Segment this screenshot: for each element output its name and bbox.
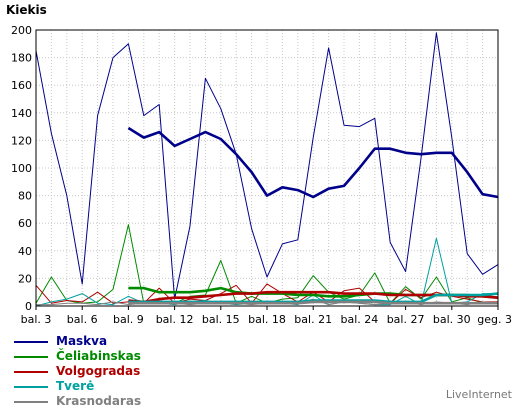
- x-tick-label: bal. 12: [156, 313, 194, 326]
- x-tick-label: geg. 3: [477, 313, 512, 326]
- series-line-4: [35, 283, 498, 304]
- legend-swatch: [14, 386, 48, 388]
- x-tick-label: bal. 9: [113, 313, 144, 326]
- y-tick-label: 60: [18, 217, 32, 230]
- y-tick-label: 80: [18, 190, 32, 203]
- series-line-0: [35, 32, 499, 300]
- y-tick-label: 20: [18, 272, 32, 285]
- y-tick-label: 160: [11, 79, 32, 92]
- legend-label: Tverė: [56, 379, 95, 393]
- plot-frame: [35, 29, 499, 307]
- y-tick-label: 100: [11, 162, 32, 175]
- legend-swatch: [14, 341, 48, 343]
- legend-swatch: [14, 371, 48, 373]
- y-tick-label: 120: [11, 134, 32, 147]
- y-tick-label: 40: [18, 245, 32, 258]
- legend-swatch: [14, 356, 48, 358]
- y-tick-label: 200: [11, 24, 32, 37]
- x-tick-label: bal. 15: [202, 313, 240, 326]
- x-tick-label: bal. 3: [21, 313, 52, 326]
- y-axis-label: Kiekis: [6, 3, 47, 17]
- legend-label: Volgogradas: [56, 364, 141, 378]
- legend-swatch: [14, 401, 48, 403]
- legend-label: Čeliabinskas: [56, 349, 141, 363]
- series-line-average-1: [127, 126, 499, 199]
- series-lines: [35, 32, 499, 307]
- y-tick-label: 180: [11, 52, 32, 65]
- y-tick-label: 140: [11, 107, 32, 120]
- legend-label: Krasnodaras: [56, 394, 142, 408]
- x-tick-label: bal. 27: [387, 313, 425, 326]
- x-tick-label: bal. 21: [294, 313, 332, 326]
- legend-label: Maskva: [56, 334, 108, 348]
- series-line-average-7: [128, 292, 499, 304]
- x-tick-label: bal. 18: [248, 313, 286, 326]
- x-tick-label: bal. 24: [341, 313, 379, 326]
- x-tick-label: bal. 6: [67, 313, 98, 326]
- y-tick-label: 0: [25, 300, 32, 313]
- x-tick-label: bal. 30: [433, 313, 471, 326]
- series-line-average-9: [128, 300, 498, 305]
- watermark: LiveInternet: [445, 388, 512, 401]
- axes: 0 20 40 60 80 100 120 140 160 180 200 bal. 3 bal. 6 b…: [11, 24, 512, 326]
- grid: [35, 29, 499, 307]
